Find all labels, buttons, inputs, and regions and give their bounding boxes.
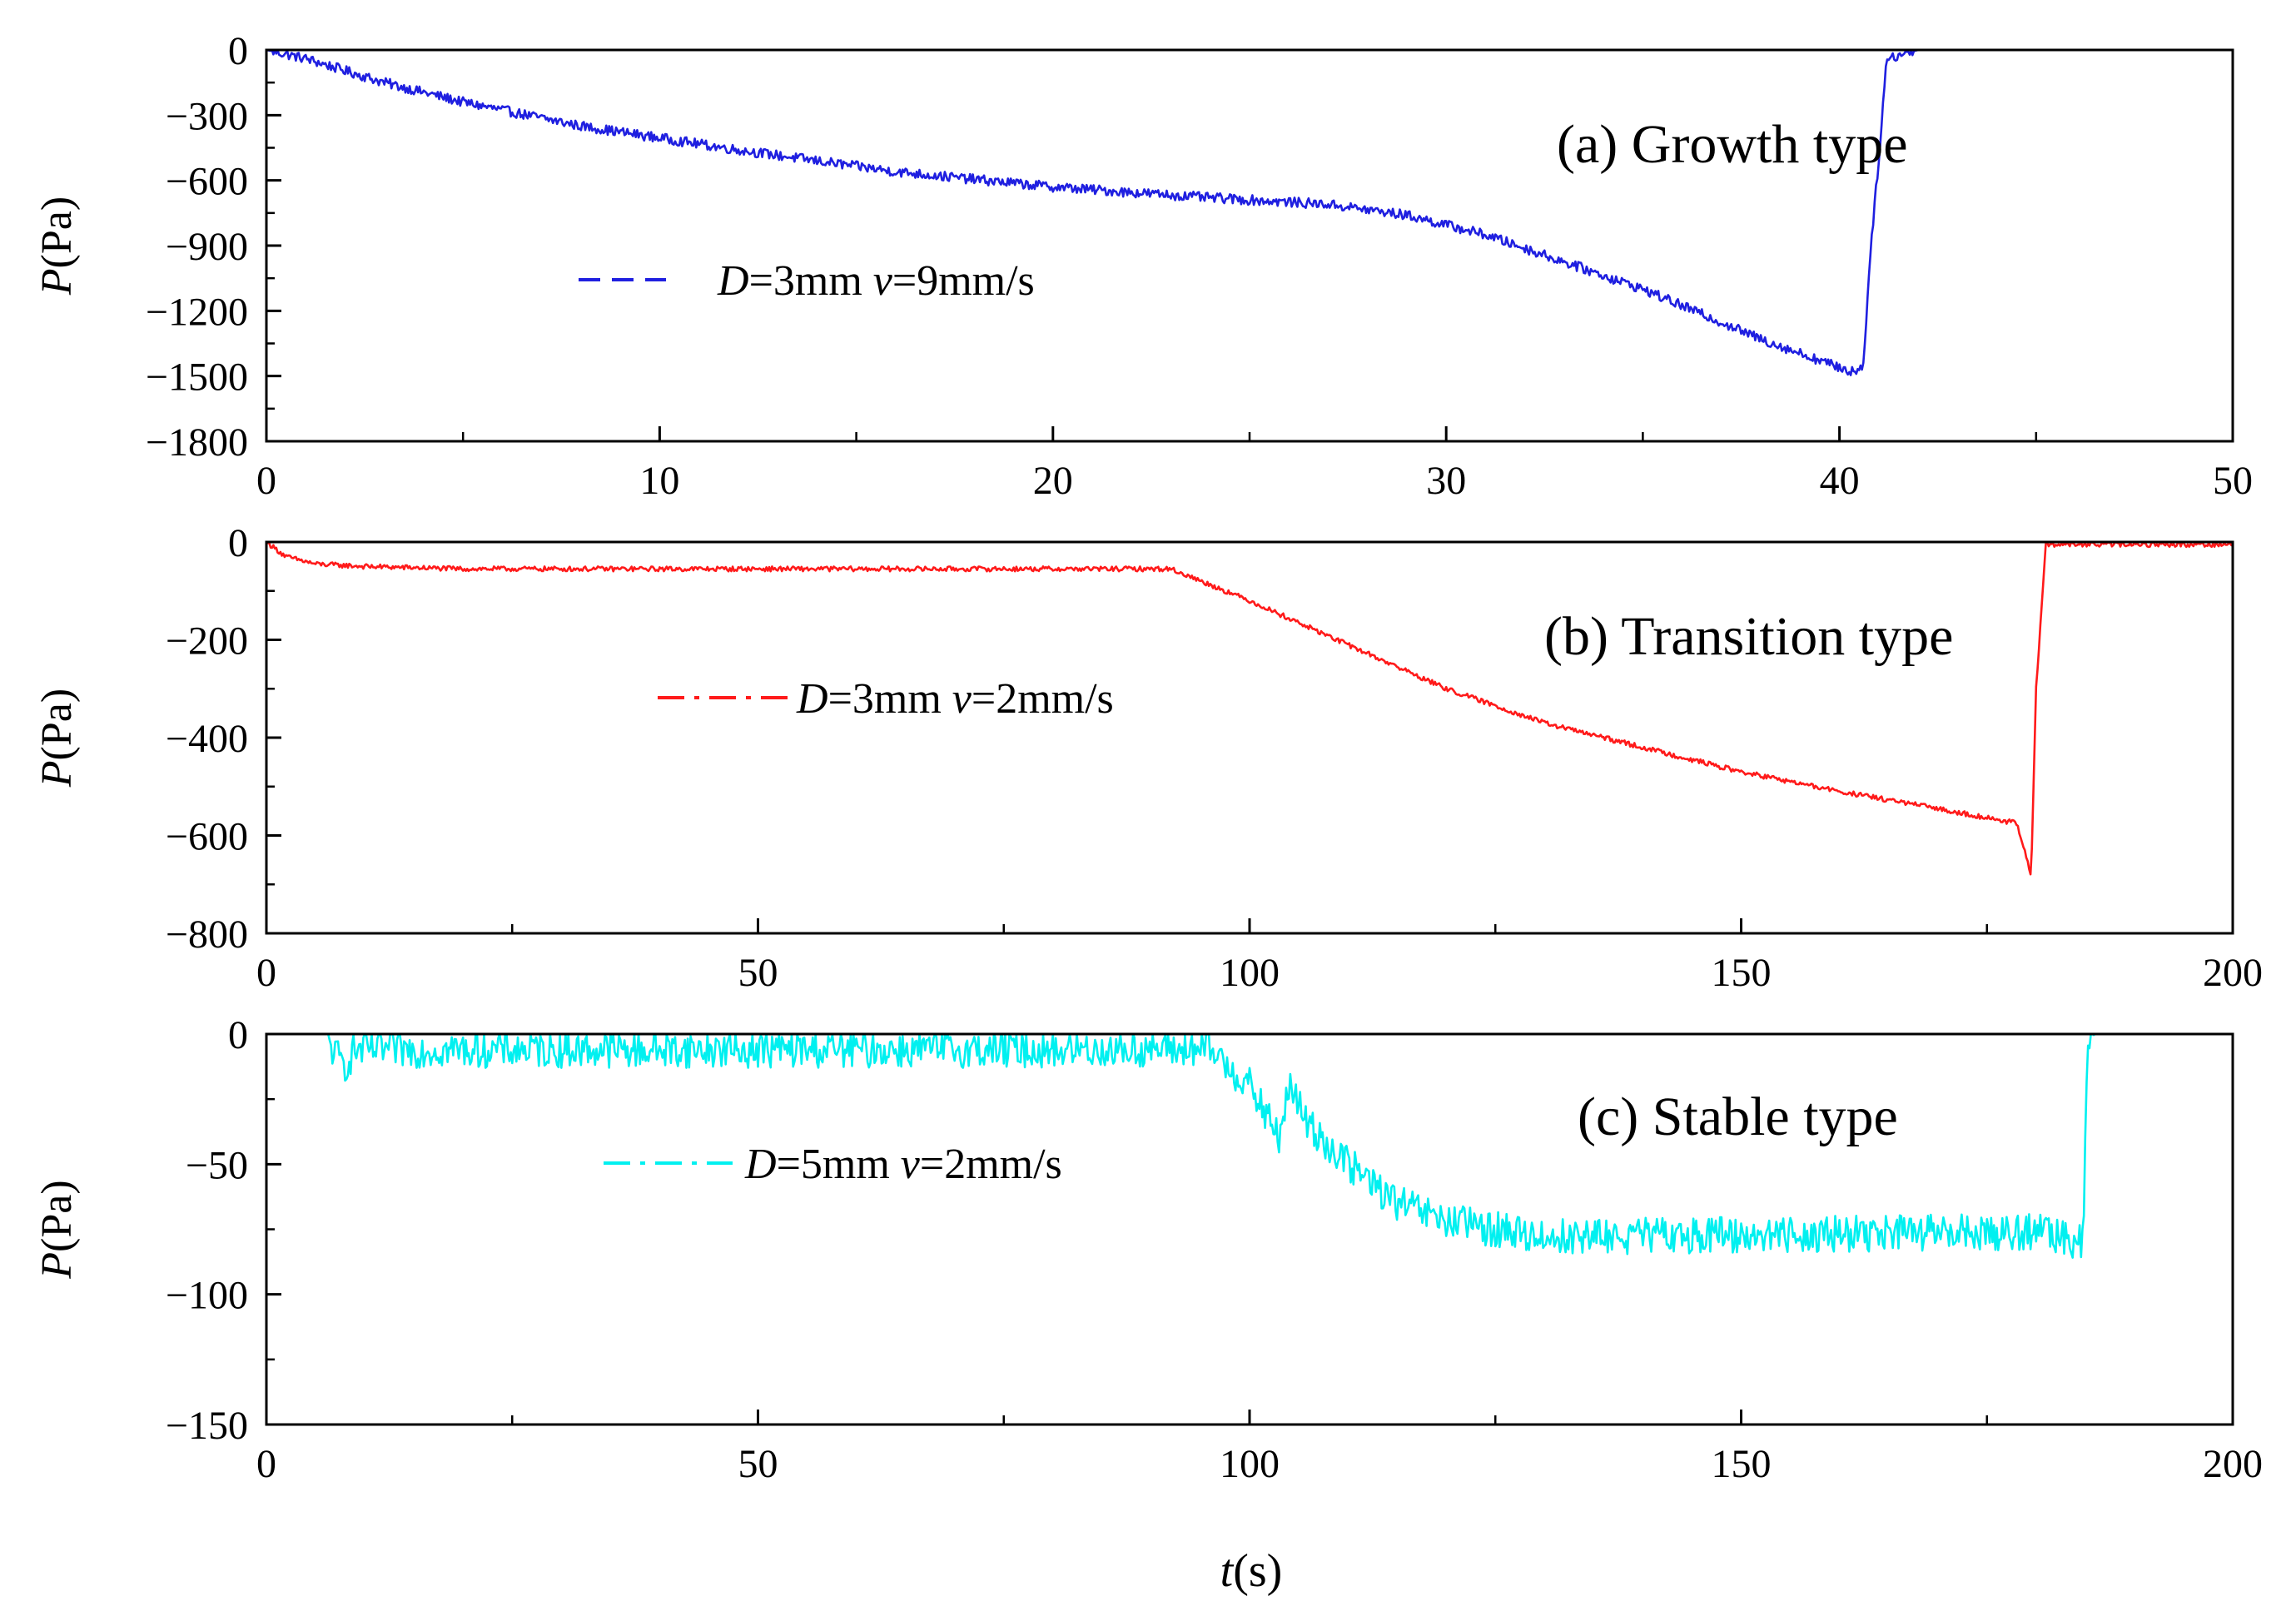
y-tick-label: −800 bbox=[166, 912, 248, 957]
y-tick-label: −600 bbox=[166, 160, 248, 204]
y-tick-label: −600 bbox=[166, 815, 248, 859]
x-tick-label: 0 bbox=[256, 1442, 276, 1486]
x-tick-label: 50 bbox=[738, 951, 778, 995]
x-tick-label: 40 bbox=[1820, 459, 1860, 503]
y-tick-label: −100 bbox=[166, 1274, 248, 1318]
x-tick-label: 150 bbox=[1712, 951, 1772, 995]
panel-c: 0−50−100−1500 50 100 150 200 P(Pa) (c) Stabl… bbox=[33, 1013, 2263, 1486]
y-tick-label: −1200 bbox=[146, 290, 248, 334]
legend-label: D=3mm v=2mm/s bbox=[796, 675, 1114, 723]
legend: D=3mm v=9mm/s bbox=[579, 257, 1035, 305]
y-tick-label: 0 bbox=[228, 1013, 248, 1057]
y-tick-label: −1800 bbox=[146, 420, 248, 465]
x-tick-label: 200 bbox=[2203, 951, 2263, 995]
y-tick-label: −200 bbox=[166, 619, 248, 664]
x-tick-label: 200 bbox=[2203, 1442, 2263, 1486]
tick-layer: 0−50−100−1500 50 100 150 200 bbox=[166, 1013, 2263, 1486]
x-tick-label: 100 bbox=[1220, 951, 1280, 995]
x-tick-label: 0 bbox=[256, 951, 276, 995]
series-layer bbox=[266, 1032, 2233, 1259]
panel-title: (c) Stable type bbox=[1578, 1086, 1898, 1147]
y-tick-label: −900 bbox=[166, 225, 248, 269]
x-tick-label: 100 bbox=[1220, 1442, 1280, 1486]
series-line bbox=[266, 1032, 2233, 1259]
plot-frame bbox=[265, 48, 2234, 443]
y-tick-label: −150 bbox=[166, 1404, 248, 1448]
series-layer bbox=[266, 48, 2233, 376]
y-tick-label: −1500 bbox=[146, 356, 248, 400]
plot-frame bbox=[265, 540, 2234, 935]
y-axis-label: P(Pa) bbox=[33, 196, 81, 296]
x-axis-label: t(s) bbox=[1220, 1545, 1283, 1597]
y-tick-label: −300 bbox=[166, 94, 248, 138]
panel-title: (b) Transition type bbox=[1544, 606, 1953, 667]
y-tick-label: 0 bbox=[228, 521, 248, 565]
y-axis-label: P(Pa) bbox=[33, 689, 81, 788]
x-tick-label: 20 bbox=[1033, 459, 1073, 503]
legend-label: D=5mm v=2mm/s bbox=[744, 1141, 1062, 1188]
legend: D=3mm v=2mm/s bbox=[658, 675, 1114, 723]
x-tick-label: 0 bbox=[256, 459, 276, 503]
y-tick-label: −400 bbox=[166, 717, 248, 761]
y-axis-label: P(Pa) bbox=[33, 1180, 81, 1279]
series-layer bbox=[266, 540, 2234, 876]
x-tick-label: 50 bbox=[2213, 459, 2253, 503]
y-tick-label: 0 bbox=[228, 29, 248, 73]
y-tick-label: −50 bbox=[186, 1143, 248, 1187]
legend-label: D=3mm v=9mm/s bbox=[717, 257, 1035, 305]
legend: D=5mm v=2mm/s bbox=[604, 1141, 1062, 1188]
series-line bbox=[266, 48, 2233, 376]
x-tick-label: 10 bbox=[639, 459, 679, 503]
series-line bbox=[266, 540, 2234, 876]
x-tick-label: 150 bbox=[1712, 1442, 1772, 1486]
x-tick-label: 50 bbox=[738, 1442, 778, 1486]
x-tick-label: 30 bbox=[1426, 459, 1466, 503]
panel-title: (a) Growth type bbox=[1557, 114, 1908, 175]
